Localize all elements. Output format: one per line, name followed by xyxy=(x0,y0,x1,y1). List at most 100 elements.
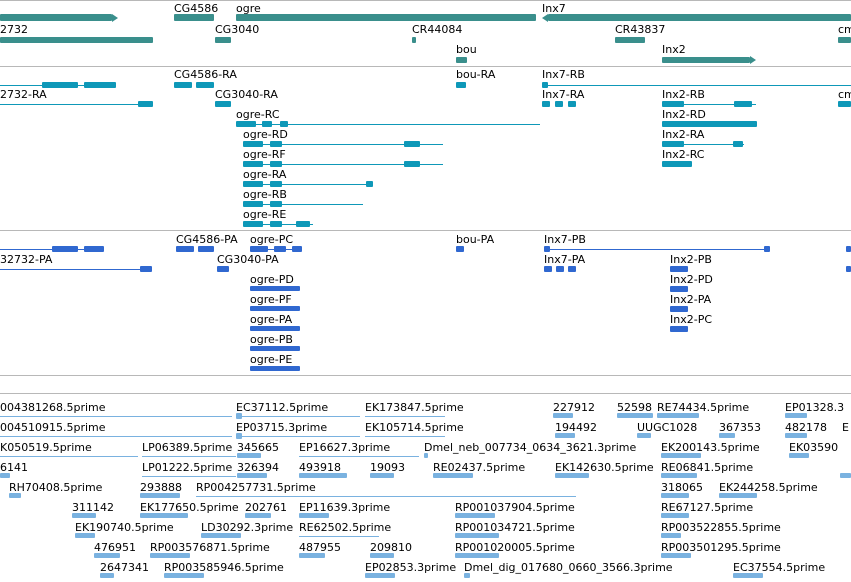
gene-bar[interactable] xyxy=(0,37,153,43)
est-label[interactable]: 202761 xyxy=(245,501,287,514)
est-label[interactable]: 2647341 xyxy=(100,561,149,574)
est-bar[interactable] xyxy=(75,533,95,538)
est-bar[interactable] xyxy=(719,493,757,498)
exon-bar[interactable] xyxy=(670,266,688,272)
exon-bar[interactable] xyxy=(404,141,420,147)
est-bar[interactable] xyxy=(553,413,573,418)
exon-bar[interactable] xyxy=(568,266,576,272)
est-bar[interactable] xyxy=(661,493,689,498)
transcript-label[interactable]: cm xyxy=(838,88,851,101)
est-bar[interactable] xyxy=(840,473,851,478)
est-alignment-line[interactable] xyxy=(299,456,419,457)
est-label[interactable]: RE02437.5prime xyxy=(433,461,526,474)
exon-bar[interactable] xyxy=(456,246,464,252)
exon-bar[interactable] xyxy=(734,101,752,107)
est-alignment-line[interactable] xyxy=(142,456,236,457)
est-bar[interactable] xyxy=(733,573,763,578)
gene-bar[interactable] xyxy=(662,57,750,63)
exon-bar[interactable] xyxy=(52,246,78,252)
est-label[interactable]: RP001034721.5prime xyxy=(455,521,575,534)
est-bar[interactable] xyxy=(299,553,325,558)
est-label[interactable]: EK200143.5prime xyxy=(661,441,760,454)
est-bar[interactable] xyxy=(72,513,96,518)
est-label[interactable]: Dmel_neb_007734_0634_3621.3prime xyxy=(424,441,637,454)
gene-label[interactable]: bou xyxy=(456,43,477,56)
est-label[interactable]: LP01222.5prime xyxy=(142,461,233,474)
protein-label[interactable]: ogre-PD xyxy=(250,273,294,286)
exon-bar[interactable] xyxy=(280,121,288,127)
est-bar[interactable] xyxy=(299,473,347,478)
est-label[interactable]: 476951 xyxy=(94,541,136,554)
gene-label[interactable]: CG4586 xyxy=(174,2,219,15)
est-label[interactable]: RP004257731.5prime xyxy=(196,481,316,494)
est-bar[interactable] xyxy=(555,433,575,438)
protein-label[interactable]: ogre-PB xyxy=(250,333,293,346)
est-bar[interactable] xyxy=(785,433,807,438)
exon-bar[interactable] xyxy=(662,161,692,167)
est-label[interactable]: RE67127.5prime xyxy=(661,501,754,514)
exon-bar[interactable] xyxy=(456,82,466,88)
est-label[interactable]: LD30292.3prime xyxy=(201,521,294,534)
gene-label[interactable]: Inx2 xyxy=(662,43,686,56)
est-label[interactable]: EK173847.5prime xyxy=(365,401,464,414)
est-label[interactable]: E xyxy=(842,421,849,434)
gene-label[interactable]: Inx7 xyxy=(542,2,566,15)
exon-bar[interactable] xyxy=(196,82,214,88)
exon-bar[interactable] xyxy=(542,82,548,88)
est-bar[interactable] xyxy=(661,513,689,518)
exon-bar[interactable] xyxy=(174,82,192,88)
exon-bar[interactable] xyxy=(243,181,263,187)
gene-bar[interactable] xyxy=(456,57,467,63)
est-alignment-line[interactable] xyxy=(142,476,236,477)
est-label[interactable]: EK177650.5prime xyxy=(140,501,239,514)
est-bar[interactable] xyxy=(365,573,395,578)
est-label[interactable]: 6141 xyxy=(0,461,28,474)
est-label[interactable]: 493918 xyxy=(299,461,341,474)
gene-label[interactable]: CR44084 xyxy=(412,23,463,36)
est-bar[interactable] xyxy=(9,493,21,498)
transcript-label[interactable]: CG4586-RA xyxy=(174,68,237,81)
est-bar[interactable] xyxy=(617,413,653,418)
protein-label[interactable]: CG4586-PA xyxy=(176,233,238,246)
est-bar[interactable] xyxy=(370,473,394,478)
est-alignment-line[interactable] xyxy=(0,436,232,437)
est-label[interactable]: EP16627.3prime xyxy=(299,441,391,454)
exon-bar[interactable] xyxy=(568,101,576,107)
exon-bar[interactable] xyxy=(243,141,263,147)
est-label[interactable]: 227912 xyxy=(553,401,595,414)
exon-bar[interactable] xyxy=(662,121,757,127)
est-bar[interactable] xyxy=(661,453,701,458)
est-bar[interactable] xyxy=(789,453,809,458)
exon-bar[interactable] xyxy=(670,326,688,332)
gene-label[interactable]: CR43837 xyxy=(615,23,666,36)
est-bar[interactable] xyxy=(140,493,180,498)
protein-label[interactable]: Inx7-PA xyxy=(544,253,586,266)
est-label[interactable]: RH70408.5prime xyxy=(9,481,103,494)
est-bar[interactable] xyxy=(150,553,190,558)
exon-bar[interactable] xyxy=(215,101,231,107)
est-bar[interactable] xyxy=(455,513,495,518)
est-alignment-line[interactable] xyxy=(196,496,576,497)
est-bar[interactable] xyxy=(164,573,204,578)
transcript-label[interactable]: Inx2-RD xyxy=(662,108,706,121)
exon-bar[interactable] xyxy=(250,246,268,252)
est-label[interactable]: UUGC1028 xyxy=(637,421,698,434)
est-bar[interactable] xyxy=(236,433,242,439)
est-bar[interactable] xyxy=(201,533,241,538)
est-bar[interactable] xyxy=(236,413,242,419)
est-label[interactable]: 367353 xyxy=(719,421,761,434)
est-label[interactable]: EP11639.3prime xyxy=(299,501,391,514)
exon-bar[interactable] xyxy=(270,221,282,227)
exon-bar[interactable] xyxy=(236,121,256,127)
exon-bar[interactable] xyxy=(243,201,263,207)
exon-bar[interactable] xyxy=(243,221,263,227)
exon-bar[interactable] xyxy=(764,246,770,252)
est-alignment-line[interactable] xyxy=(365,416,445,417)
est-label[interactable]: EP01328.3 xyxy=(785,401,845,414)
est-label[interactable]: 52598 xyxy=(617,401,652,414)
est-label[interactable]: RP003501295.5prime xyxy=(661,541,781,554)
transcript-label[interactable]: ogre-RB xyxy=(243,188,287,201)
est-alignment-line[interactable] xyxy=(0,456,138,457)
est-bar[interactable] xyxy=(555,473,589,478)
est-bar[interactable] xyxy=(299,513,329,518)
